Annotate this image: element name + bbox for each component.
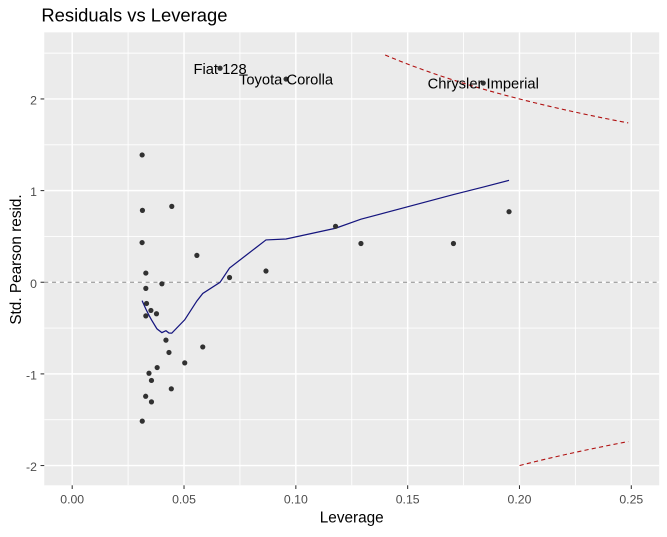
svg-text:-1: -1: [26, 369, 37, 383]
svg-text:Leverage: Leverage: [320, 510, 384, 527]
svg-text:0.00: 0.00: [60, 492, 84, 506]
svg-text:0.25: 0.25: [619, 492, 643, 506]
svg-text:0.20: 0.20: [508, 492, 532, 506]
svg-text:-2: -2: [26, 460, 37, 474]
svg-text:Fiat 128: Fiat 128: [193, 62, 246, 78]
svg-text:0.10: 0.10: [284, 492, 308, 506]
svg-text:Chrysler Imperial: Chrysler Imperial: [428, 77, 539, 93]
svg-text:0: 0: [30, 277, 37, 291]
svg-text:Std. Pearson resid.: Std. Pearson resid.: [8, 194, 25, 324]
svg-text:Residuals vs Leverage: Residuals vs Leverage: [41, 4, 227, 25]
svg-text:0.05: 0.05: [172, 492, 196, 506]
svg-text:1: 1: [30, 185, 37, 199]
svg-text:2: 2: [30, 94, 37, 108]
svg-text:Toyota Corolla: Toyota Corolla: [239, 73, 334, 89]
svg-text:0.15: 0.15: [396, 492, 420, 506]
